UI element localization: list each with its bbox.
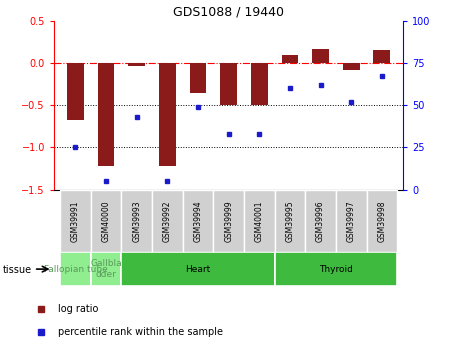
Text: GSM39992: GSM39992 — [163, 200, 172, 242]
Text: GSM39994: GSM39994 — [194, 200, 203, 242]
FancyBboxPatch shape — [152, 190, 182, 252]
Bar — [220, 63, 237, 105]
Bar — [373, 50, 390, 63]
Bar — [251, 63, 268, 105]
FancyBboxPatch shape — [121, 252, 275, 286]
Bar — [189, 63, 206, 92]
FancyBboxPatch shape — [60, 252, 91, 286]
FancyBboxPatch shape — [305, 190, 336, 252]
Text: Gallbla
dder: Gallbla dder — [90, 259, 122, 279]
Text: GSM39999: GSM39999 — [224, 200, 233, 242]
FancyBboxPatch shape — [275, 252, 397, 286]
FancyBboxPatch shape — [91, 252, 121, 286]
Bar — [98, 63, 114, 166]
FancyBboxPatch shape — [275, 190, 305, 252]
Bar — [281, 55, 298, 63]
Text: GSM39996: GSM39996 — [316, 200, 325, 242]
Text: GSM39998: GSM39998 — [378, 200, 386, 242]
Bar — [159, 63, 176, 166]
Bar — [67, 63, 84, 120]
Text: GSM40000: GSM40000 — [102, 200, 111, 242]
Bar — [128, 63, 145, 66]
FancyBboxPatch shape — [91, 190, 121, 252]
Text: GSM39995: GSM39995 — [286, 200, 295, 242]
FancyBboxPatch shape — [336, 190, 367, 252]
Text: percentile rank within the sample: percentile rank within the sample — [58, 327, 223, 337]
Text: log ratio: log ratio — [58, 304, 98, 314]
Bar — [312, 49, 329, 63]
Text: GSM39991: GSM39991 — [71, 200, 80, 242]
Text: GSM39993: GSM39993 — [132, 200, 141, 242]
Bar — [343, 63, 360, 70]
FancyBboxPatch shape — [60, 190, 91, 252]
FancyBboxPatch shape — [213, 190, 244, 252]
FancyBboxPatch shape — [121, 190, 152, 252]
FancyBboxPatch shape — [182, 190, 213, 252]
Text: GSM39997: GSM39997 — [347, 200, 356, 242]
Text: Thyroid: Thyroid — [319, 265, 353, 274]
FancyBboxPatch shape — [244, 190, 275, 252]
Text: tissue: tissue — [2, 265, 31, 275]
Text: GSM40001: GSM40001 — [255, 200, 264, 242]
Text: Heart: Heart — [185, 265, 211, 274]
Text: Fallopian tube: Fallopian tube — [44, 265, 107, 274]
FancyBboxPatch shape — [367, 190, 397, 252]
Title: GDS1088 / 19440: GDS1088 / 19440 — [173, 5, 284, 18]
